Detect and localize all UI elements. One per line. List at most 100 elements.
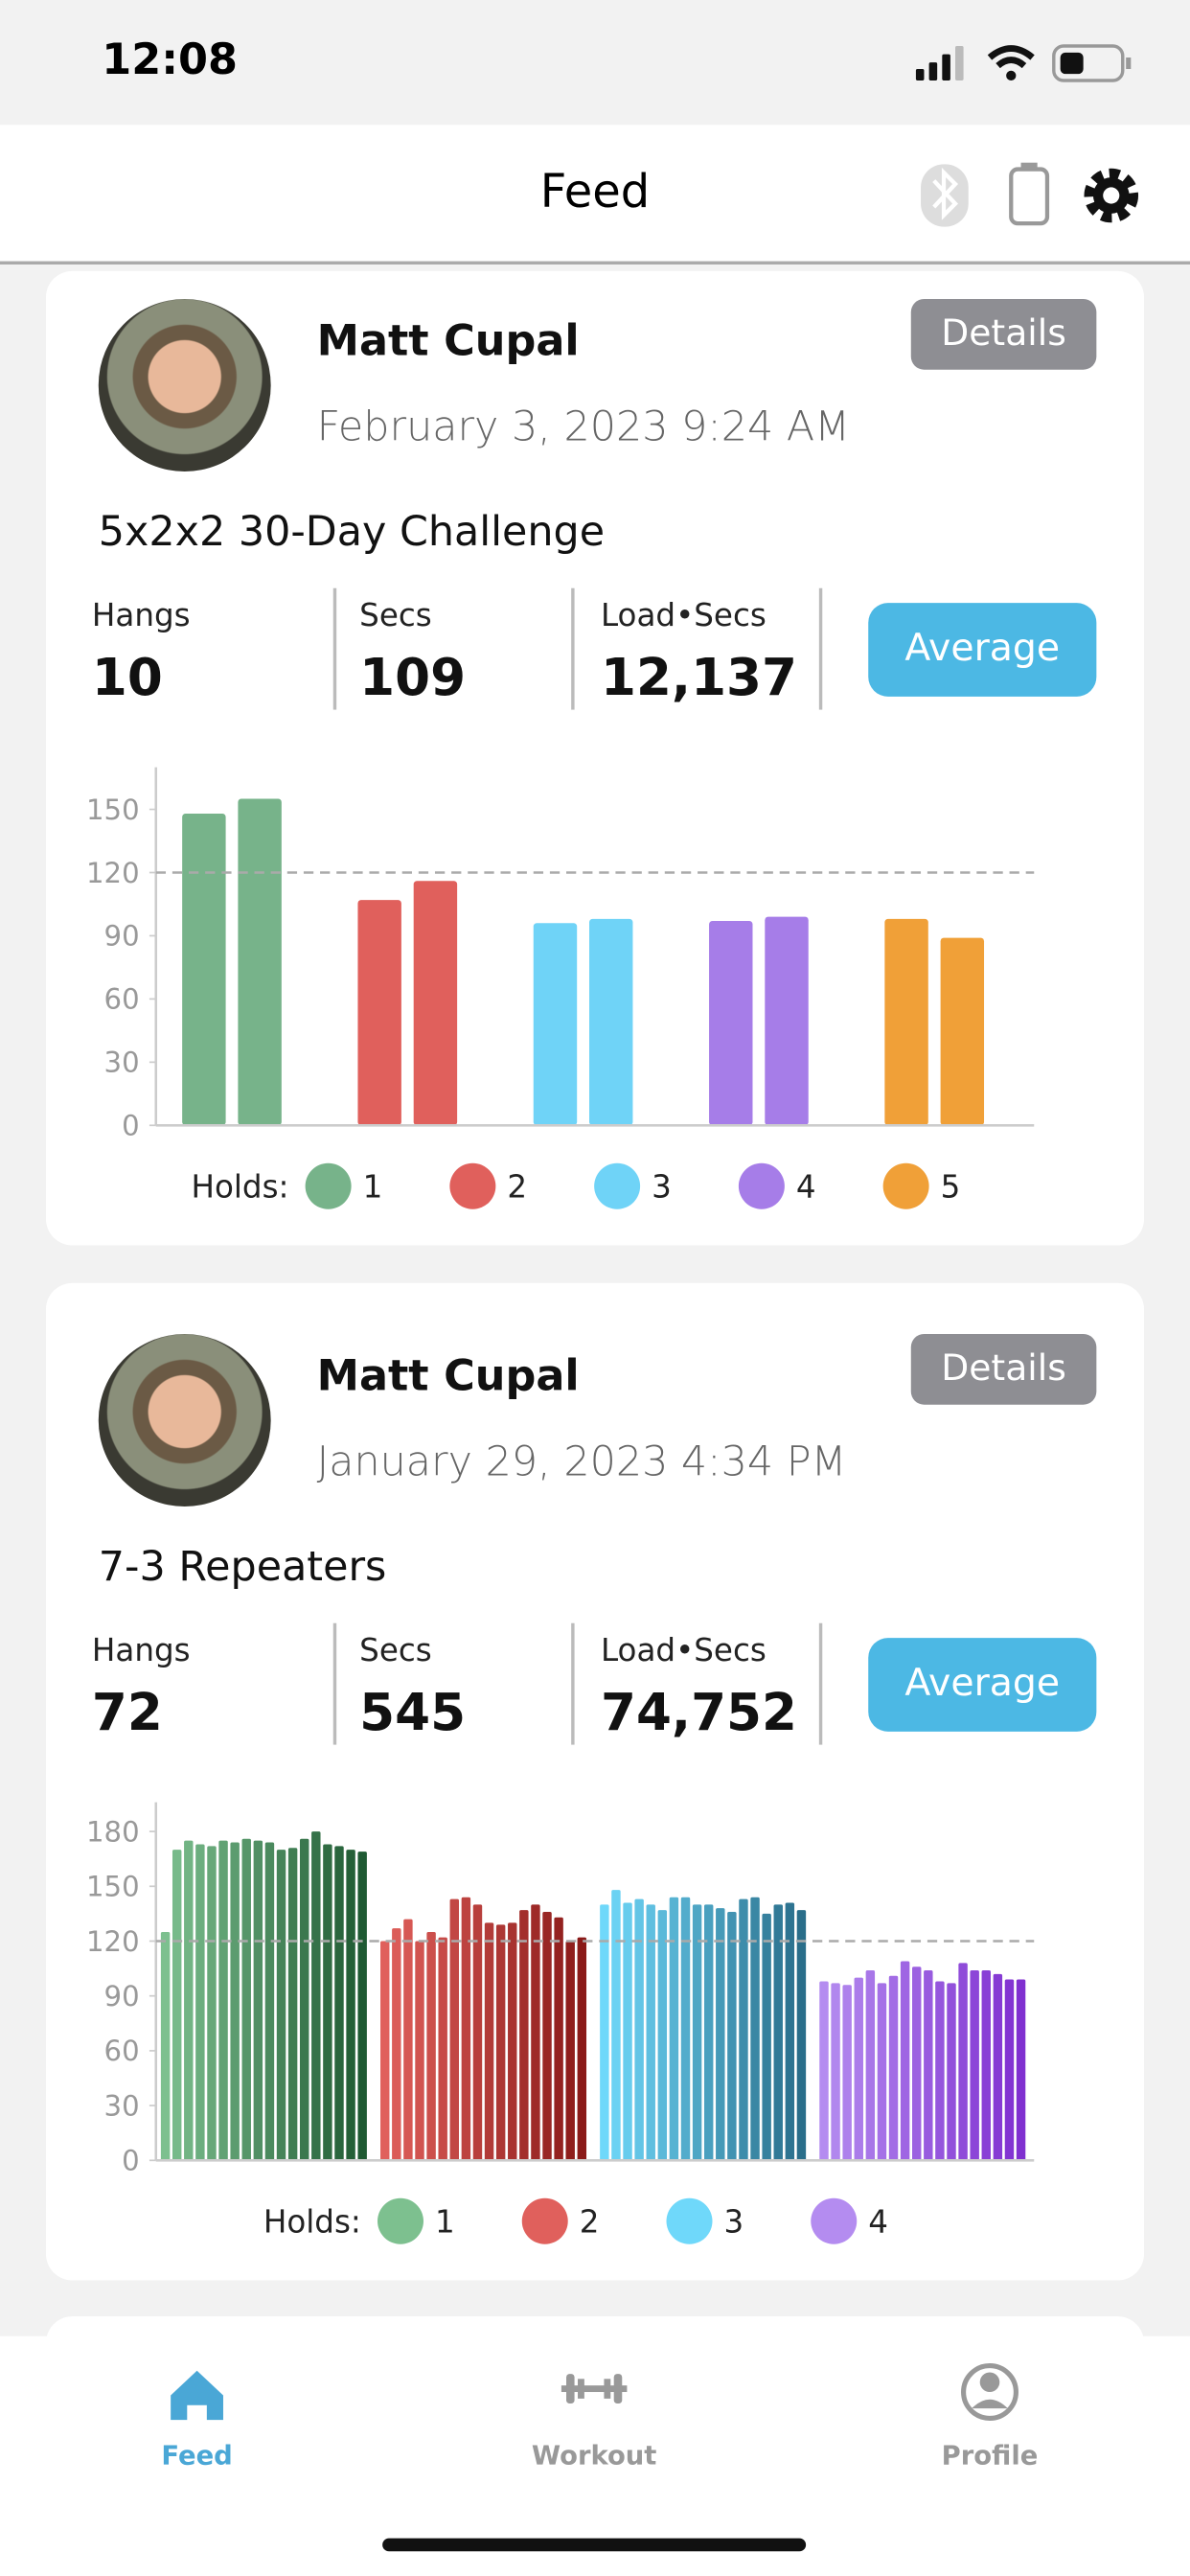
average-button[interactable]: Average bbox=[868, 1638, 1097, 1732]
bar bbox=[253, 1840, 263, 2161]
legend-label: 2 bbox=[507, 1169, 527, 1206]
avatar bbox=[98, 1334, 271, 1507]
y-tick-label: 60 bbox=[104, 983, 140, 1016]
bar bbox=[484, 1922, 494, 2161]
nav-icons bbox=[921, 162, 1139, 227]
bar bbox=[357, 1852, 367, 2161]
bar bbox=[623, 1902, 632, 2161]
bar bbox=[680, 1897, 691, 2161]
bar bbox=[709, 921, 753, 1126]
bar bbox=[842, 1985, 852, 2161]
stat-label: Hangs bbox=[91, 1633, 191, 1669]
bar bbox=[646, 1904, 655, 2161]
bar bbox=[413, 881, 458, 1126]
tab-icons bbox=[171, 2363, 1018, 2422]
bar bbox=[531, 1904, 540, 2161]
bar bbox=[519, 1910, 529, 2161]
bar bbox=[542, 1911, 552, 2161]
bar bbox=[184, 1840, 194, 2161]
home-indicator bbox=[382, 2538, 807, 2552]
bar bbox=[796, 1910, 807, 2161]
details-button[interactable]: Details bbox=[910, 1334, 1097, 1405]
bar bbox=[924, 1970, 933, 2161]
bar bbox=[241, 1838, 251, 2161]
avatar bbox=[98, 299, 271, 472]
divider bbox=[571, 587, 575, 710]
bar bbox=[762, 1913, 771, 2161]
stat-value: 10 bbox=[91, 649, 163, 708]
bar bbox=[669, 1897, 679, 2161]
post-date: February 3, 2023 9:24 AM bbox=[316, 402, 851, 450]
y-tick-label: 90 bbox=[104, 920, 140, 953]
details-button[interactable]: Details bbox=[910, 299, 1097, 370]
y-tick-label: 150 bbox=[86, 1871, 140, 1903]
bar bbox=[577, 1937, 587, 2161]
bar bbox=[947, 1983, 956, 2161]
bar bbox=[311, 1831, 321, 2161]
bar bbox=[357, 900, 401, 1126]
status-bar bbox=[0, 0, 1190, 126]
divider bbox=[818, 587, 823, 710]
bar bbox=[993, 1973, 1003, 2161]
bar bbox=[970, 1970, 979, 2161]
y-tick-label: 30 bbox=[104, 1046, 140, 1079]
bar bbox=[739, 1898, 748, 2161]
bar bbox=[765, 916, 809, 1126]
stat-value: 72 bbox=[91, 1684, 163, 1743]
workout-title: 7-3 Repeaters bbox=[98, 1542, 387, 1591]
y-tick-label: 30 bbox=[104, 2089, 140, 2122]
bar bbox=[218, 1840, 228, 2161]
legend-swatch bbox=[521, 2197, 568, 2244]
legend-title: Holds: bbox=[192, 1169, 289, 1206]
legend-swatch bbox=[738, 1162, 785, 1209]
bar bbox=[692, 1904, 702, 2161]
bar bbox=[323, 1844, 332, 2161]
bar bbox=[565, 1941, 575, 2161]
legend-label: 1 bbox=[363, 1169, 383, 1206]
y-tick-label: 0 bbox=[122, 2145, 140, 2177]
bar bbox=[831, 1983, 840, 2161]
bar bbox=[657, 1910, 668, 2161]
bar bbox=[495, 1924, 506, 2161]
bar bbox=[508, 1922, 517, 2161]
bar bbox=[854, 1977, 863, 2161]
bar bbox=[935, 1981, 945, 2161]
legend-swatch bbox=[449, 1162, 496, 1209]
stat-label: Load•Secs bbox=[600, 598, 767, 634]
nav-bar bbox=[0, 125, 1190, 265]
tab-label[interactable]: Profile bbox=[941, 2439, 1039, 2472]
y-tick-label: 60 bbox=[104, 2035, 140, 2067]
bar bbox=[230, 1842, 240, 2161]
legend-swatch bbox=[666, 2197, 713, 2244]
average-button[interactable]: Average bbox=[868, 603, 1097, 697]
bar bbox=[426, 1931, 436, 2161]
tab-label[interactable]: Workout bbox=[531, 2439, 657, 2472]
workout-title: 5x2x2 30-Day Challenge bbox=[98, 507, 606, 556]
bar bbox=[785, 1902, 795, 2161]
bar bbox=[172, 1850, 182, 2161]
bar bbox=[287, 1848, 298, 2161]
tab-label[interactable]: Feed bbox=[161, 2439, 233, 2472]
bar bbox=[940, 937, 985, 1126]
bar bbox=[264, 1842, 275, 2161]
bar bbox=[727, 1911, 737, 2161]
bar bbox=[182, 813, 226, 1126]
stat-value: 74,752 bbox=[600, 1684, 797, 1743]
bar bbox=[634, 1898, 644, 2161]
bar bbox=[773, 1904, 783, 2161]
legend-label: 1 bbox=[435, 2204, 455, 2241]
post-date: January 29, 2023 4:34 PM bbox=[316, 1438, 847, 1485]
bar bbox=[981, 1970, 991, 2161]
bar bbox=[533, 923, 578, 1126]
stat-value: 545 bbox=[359, 1684, 467, 1743]
bar bbox=[415, 1941, 424, 2161]
legend-label: 5 bbox=[941, 1169, 961, 1206]
legend-swatch bbox=[811, 2197, 858, 2244]
bar bbox=[958, 1963, 968, 2161]
settings-icon[interactable] bbox=[1084, 168, 1139, 223]
user-name: Matt Cupal bbox=[316, 316, 580, 367]
bar bbox=[207, 1846, 217, 2161]
legend-label: 4 bbox=[868, 2204, 888, 2241]
